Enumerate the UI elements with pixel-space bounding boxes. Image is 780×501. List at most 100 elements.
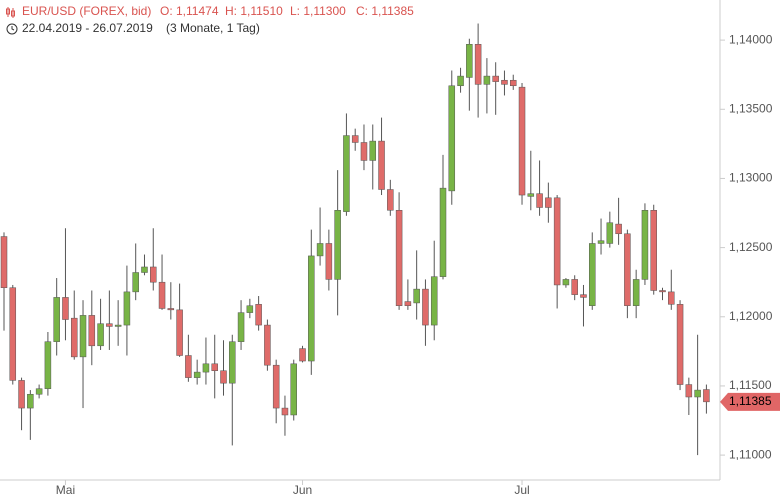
close-label: C: 1,11385: [356, 4, 414, 18]
x-tick-label: Jul: [514, 483, 529, 497]
candle-body: [659, 290, 666, 293]
candle-body: [351, 135, 359, 143]
period: 22.04.2019 - 26.07.2019: [22, 21, 153, 35]
candle-body: [246, 305, 254, 313]
candle-body: [18, 380, 25, 409]
candle-body: [676, 304, 684, 385]
header: EUR/USD (FOREX, bid) O: 1,11474 H: 1,115…: [6, 4, 414, 35]
candle-body: [685, 384, 693, 398]
candle-body: [44, 341, 52, 389]
candle-body: [580, 294, 587, 298]
candle-body: [79, 315, 87, 358]
candle-body: [509, 79, 517, 87]
last-price-label: 1,11385: [729, 394, 772, 408]
candle-body: [185, 355, 192, 378]
candle-body: [62, 297, 69, 320]
x-tick-label: Mai: [56, 483, 75, 497]
candle-body: [395, 210, 403, 306]
candle-body: [650, 210, 657, 291]
candle-body: [255, 304, 262, 326]
candle-body: [106, 323, 113, 327]
y-tick-label: 1,11000: [729, 447, 772, 461]
candle-body: [641, 210, 649, 280]
open-label: O: 1,11474: [160, 4, 219, 18]
candle-body: [272, 364, 280, 409]
candle-body: [53, 297, 60, 342]
candle-body: [562, 279, 570, 286]
y-tick-label: 1,13500: [729, 101, 773, 115]
candle-body: [378, 140, 385, 190]
low-label: L: 1,11300: [290, 4, 346, 18]
high-label: H: 1,11510: [225, 4, 283, 18]
candle-body: [281, 407, 289, 416]
candle-body: [632, 279, 640, 306]
candle-body: [97, 323, 104, 347]
candle-body: [545, 197, 552, 208]
candle-body: [597, 240, 605, 244]
candle-body: [413, 288, 420, 304]
candle-body: [316, 243, 324, 257]
candle-body: [334, 210, 341, 280]
y-tick-label: 1,12500: [729, 240, 773, 254]
candle-body: [290, 363, 297, 416]
candle-body: [703, 389, 710, 403]
candle-body: [88, 315, 96, 347]
candle-body: [694, 389, 701, 398]
candle-body: [466, 44, 473, 78]
candle-body: [536, 193, 543, 208]
candle-body: [501, 79, 508, 85]
candle-body: [474, 44, 482, 85]
candle-body: [193, 371, 201, 378]
last-price-tag: [720, 392, 780, 411]
y-tick-label: 1,14000: [729, 32, 773, 46]
candle-body: [422, 288, 429, 326]
candle-body: [553, 197, 561, 286]
candle-body: [571, 279, 578, 295]
candle-body: [457, 75, 464, 87]
candle-body: [141, 266, 148, 273]
candle-body: [229, 341, 236, 384]
candle-body: [123, 291, 131, 326]
y-tick-label: 1,11500: [729, 378, 772, 392]
candle-body: [606, 222, 614, 244]
candle-body: [430, 276, 438, 326]
candle-body: [132, 272, 139, 293]
candle-body: [150, 266, 157, 283]
candle-body: [387, 189, 394, 211]
candle-body: [668, 291, 675, 305]
candle-body: [360, 142, 368, 161]
candle-body: [404, 301, 412, 306]
candle-body: [624, 233, 631, 306]
candle-body: [439, 187, 447, 277]
candle-body: [615, 223, 622, 235]
candle-body: [589, 243, 596, 306]
clock-icon: [6, 23, 18, 35]
candle-body: [492, 75, 499, 82]
x-tick-label: Jun: [293, 483, 312, 497]
candle-body: [211, 363, 218, 371]
candle-body: [237, 312, 245, 342]
chart-title: EUR/USD (FOREX, bid): [22, 4, 151, 18]
candle-body: [35, 388, 43, 395]
candle-body: [220, 370, 227, 384]
candle-body: [343, 135, 350, 212]
candle-body: [0, 236, 8, 288]
candle-body: [27, 393, 34, 409]
candle-body: [176, 309, 183, 356]
candle-icon: [6, 7, 15, 18]
candle-body: [158, 281, 166, 309]
candle-body: [9, 287, 17, 381]
period-note: (3 Monate, 1 Tag): [166, 21, 260, 35]
candle-body: [325, 243, 333, 280]
y-tick-label: 1,12000: [729, 309, 773, 323]
candle-body: [308, 255, 315, 362]
candle-body: [518, 86, 526, 196]
candle-body: [70, 317, 78, 358]
candle-body: [114, 324, 122, 327]
candle-body: [369, 140, 377, 161]
candle-body: [527, 193, 535, 197]
candle-body: [202, 363, 210, 373]
candle-body: [167, 308, 175, 311]
